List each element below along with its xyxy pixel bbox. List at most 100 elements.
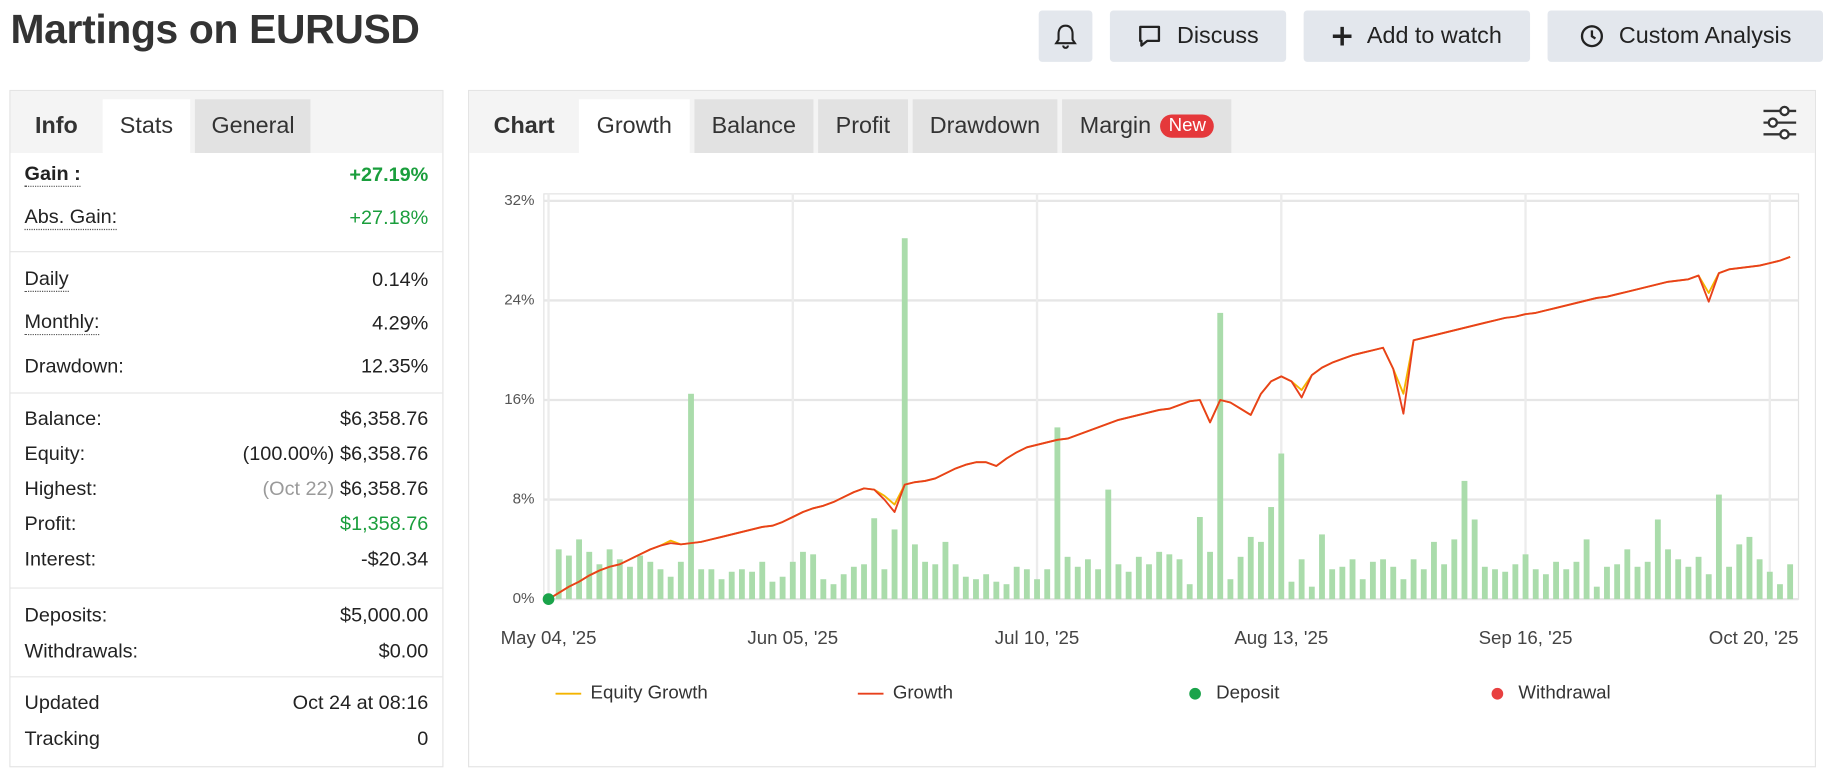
alert-button[interactable] xyxy=(1038,10,1093,62)
stat-value-group: +27.19% xyxy=(349,163,428,186)
x-tick-label: Jun 05, '25 xyxy=(747,627,838,648)
bar xyxy=(1665,549,1671,600)
watch-button[interactable]: Add to watch xyxy=(1303,10,1531,62)
bar xyxy=(1441,564,1448,600)
bar xyxy=(1288,581,1295,600)
bar xyxy=(1003,584,1010,600)
stat-value: -$20.34 xyxy=(361,547,429,570)
bar xyxy=(1522,554,1529,600)
bar xyxy=(1736,544,1743,600)
bar xyxy=(1634,566,1641,600)
bar xyxy=(1237,556,1244,600)
tab[interactable]: Growth xyxy=(579,99,690,153)
stat-note: (100.00%) xyxy=(242,442,335,465)
discuss-button[interactable]: Discuss xyxy=(1109,10,1287,62)
bar xyxy=(1756,559,1763,600)
settings-icon[interactable] xyxy=(1761,105,1798,140)
bar xyxy=(1064,556,1071,600)
tab[interactable]: Balance xyxy=(694,99,814,153)
bar xyxy=(1135,556,1142,600)
bar xyxy=(1563,569,1570,600)
bar xyxy=(1044,569,1051,600)
bar xyxy=(810,554,817,600)
bar xyxy=(830,584,837,600)
bar xyxy=(1471,519,1478,600)
legend-symbol xyxy=(1189,687,1201,700)
stat-row: Updated Oct 24 at 08:16 xyxy=(11,684,443,720)
legend-label: Withdrawal xyxy=(1518,682,1610,703)
button-label: Discuss xyxy=(1177,22,1259,49)
tab[interactable]: Drawdown xyxy=(912,99,1058,153)
bar xyxy=(881,569,888,600)
bell-icon xyxy=(1054,24,1077,49)
bar xyxy=(1125,571,1132,600)
bar xyxy=(769,581,776,600)
y-tick-label: 0% xyxy=(513,590,535,607)
stat-row: Tracking 0 xyxy=(11,721,443,757)
stat-label: Highest: xyxy=(24,477,98,500)
tab-label: Margin xyxy=(1079,112,1152,139)
bar xyxy=(1766,571,1773,600)
bar xyxy=(647,561,654,600)
bar xyxy=(1644,561,1651,600)
stat-value: 4.29% xyxy=(372,311,429,334)
stat-value-group: +27.18% xyxy=(349,206,428,229)
bar xyxy=(901,238,908,600)
stats-tabs: Info Stats General xyxy=(10,91,443,153)
bar xyxy=(1308,586,1315,600)
bar xyxy=(1227,579,1234,600)
stat-label: Balance: xyxy=(24,407,102,430)
stat-label: Equity: xyxy=(24,442,86,465)
bar xyxy=(616,559,623,600)
tab-label: Growth xyxy=(596,112,672,139)
bar xyxy=(1614,564,1621,600)
bar xyxy=(759,561,766,600)
bar xyxy=(677,561,684,600)
chart-tabs: Chart Growth Balance Profit Drawdown Margin N… xyxy=(469,91,1815,153)
bar xyxy=(576,539,582,600)
stat-row: Abs. Gain: +27.18% xyxy=(11,196,443,239)
stat-row: Withdrawals: $0.00 xyxy=(11,633,443,669)
stat-label: Daily xyxy=(24,267,69,292)
bar xyxy=(1023,569,1030,600)
stat-row: Equity: (100.00%) $6,358.76 xyxy=(11,437,443,472)
tab[interactable]: Info xyxy=(35,112,78,139)
bar xyxy=(779,576,786,600)
y-tick-label: 24% xyxy=(504,291,534,308)
tab[interactable]: Margin New xyxy=(1062,99,1232,153)
bar xyxy=(1207,551,1213,600)
bar xyxy=(1013,566,1020,600)
tab[interactable]: General xyxy=(195,99,311,153)
bar xyxy=(942,541,949,600)
bar xyxy=(738,569,745,600)
bar xyxy=(1339,566,1346,600)
bar xyxy=(1268,507,1275,600)
clock-icon xyxy=(1580,25,1604,48)
tab[interactable]: Stats xyxy=(102,99,191,153)
bar xyxy=(800,551,806,600)
tab[interactable]: Profit xyxy=(818,99,908,153)
bar xyxy=(1400,579,1407,600)
bar xyxy=(728,571,735,600)
stat-value: 0.14% xyxy=(372,268,429,291)
legend-symbol xyxy=(1491,687,1504,700)
chat-icon xyxy=(1139,25,1161,47)
new-badge: New xyxy=(1160,114,1215,138)
bar xyxy=(1166,554,1173,600)
bar xyxy=(555,549,562,600)
bar xyxy=(688,393,694,600)
stat-value-group: 12.35% xyxy=(361,354,428,377)
bar xyxy=(789,561,796,600)
button-label: Add to watch xyxy=(1366,22,1502,49)
stat-value-group: $1,358.76 xyxy=(340,513,428,536)
bar xyxy=(1074,566,1081,600)
bar xyxy=(1034,579,1040,600)
legend-label: Deposit xyxy=(1216,682,1280,703)
stat-value: Oct 24 at 08:16 xyxy=(292,690,429,714)
analysis-button[interactable]: Custom Analysis xyxy=(1547,10,1824,62)
stat-label: Tracking xyxy=(24,727,100,750)
stat-row: Monthly: 4.29% xyxy=(11,301,443,344)
plus-icon xyxy=(1333,26,1352,46)
bar xyxy=(565,555,572,600)
stat-row: Profit: $1,358.76 xyxy=(11,507,443,542)
